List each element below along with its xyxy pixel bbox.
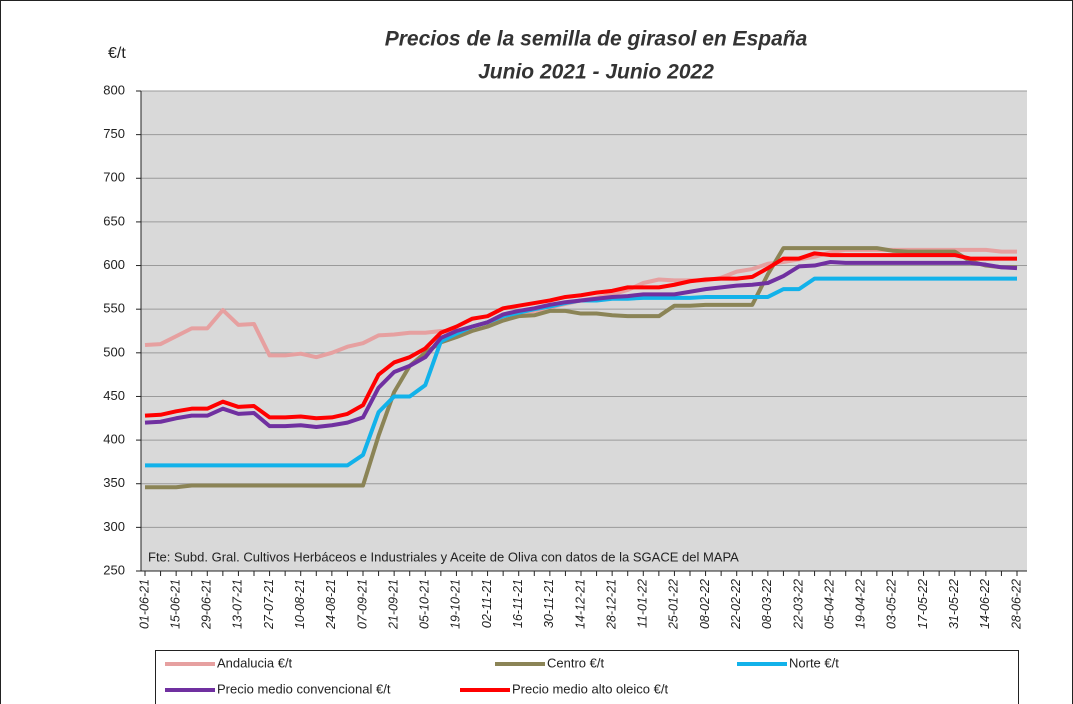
- y-tick-label: 700: [103, 170, 125, 185]
- plot-area: [141, 91, 1027, 571]
- y-axis-label: €/t: [108, 45, 126, 62]
- chart-title: Precios de la semilla de girasol en Espa…: [385, 28, 808, 51]
- series-line: [144, 251, 1017, 421]
- x-tick-label: 31-05-22: [947, 579, 961, 629]
- y-tick-label: 400: [103, 432, 125, 447]
- y-tick-label: 800: [103, 82, 125, 97]
- x-tick-label: 30-11-21: [542, 579, 556, 628]
- x-tick-label: 02-11-21: [480, 579, 494, 628]
- x-tick-label: 27-07-21: [262, 579, 276, 630]
- x-tick-label: 14-06-22: [978, 579, 992, 629]
- legend-label: Centro €/t: [547, 655, 604, 670]
- x-tick-label: 10-08-21: [293, 579, 307, 629]
- x-tick-label: 05-04-22: [822, 579, 836, 629]
- y-tick-label: 500: [103, 344, 125, 359]
- x-tick-label: 03-05-22: [885, 579, 899, 629]
- y-tick-label: 250: [103, 562, 125, 577]
- x-tick-label: 22-03-22: [791, 579, 805, 630]
- chart-subtitle: Junio 2021 - Junio 2022: [478, 61, 714, 84]
- legend-label: Precio medio alto oleico €/t: [512, 681, 668, 696]
- x-tick-label: 15-06-21: [168, 579, 182, 629]
- annotation: Fte: Subd. Gral. Cultivos Herbáceos e In…: [148, 549, 739, 564]
- x-tick-label: 19-04-22: [854, 579, 868, 629]
- series-line: [144, 260, 1018, 429]
- x-tick-label: 28-12-21: [604, 579, 618, 630]
- x-tick-label: 01-06-21: [137, 579, 151, 629]
- series-line: [145, 246, 1017, 490]
- x-tick-label: 08-03-22: [760, 579, 774, 629]
- y-tick-label: 750: [103, 126, 125, 141]
- x-tick-label: 22-02-22: [729, 579, 743, 630]
- x-tick-label: 17-05-22: [916, 579, 930, 629]
- x-tick-label: 14-12-21: [573, 579, 587, 629]
- x-tick-label: 16-11-21: [511, 579, 525, 628]
- x-tick-label: 11-01-22: [636, 579, 650, 628]
- legend: [155, 650, 1019, 704]
- x-tick-label: 25-01-22: [667, 579, 681, 630]
- y-tick-label: 600: [103, 257, 125, 272]
- x-tick-label: 07-09-21: [355, 579, 369, 629]
- x-tick-label: 29-06-21: [200, 579, 214, 630]
- y-tick-label: 350: [103, 475, 125, 490]
- x-tick-label: 21-09-21: [386, 579, 400, 630]
- legend-label: Andalucia €/t: [217, 655, 293, 670]
- y-tick-label: 450: [103, 388, 125, 403]
- x-tick-label: 28-06-22: [1009, 579, 1023, 630]
- x-tick-label: 05-10-21: [418, 579, 432, 629]
- x-tick-label: 24-08-21: [324, 579, 338, 630]
- x-tick-label: 19-10-21: [449, 579, 463, 629]
- legend-label: Precio medio convencional €/t: [217, 681, 391, 696]
- y-tick-label: 550: [103, 301, 125, 316]
- y-tick-label: 650: [103, 213, 125, 228]
- x-tick-label: 13-07-21: [231, 579, 245, 629]
- x-tick-label: 08-02-22: [698, 579, 712, 629]
- y-tick-label: 300: [103, 519, 125, 534]
- legend-label: Norte €/t: [789, 655, 839, 670]
